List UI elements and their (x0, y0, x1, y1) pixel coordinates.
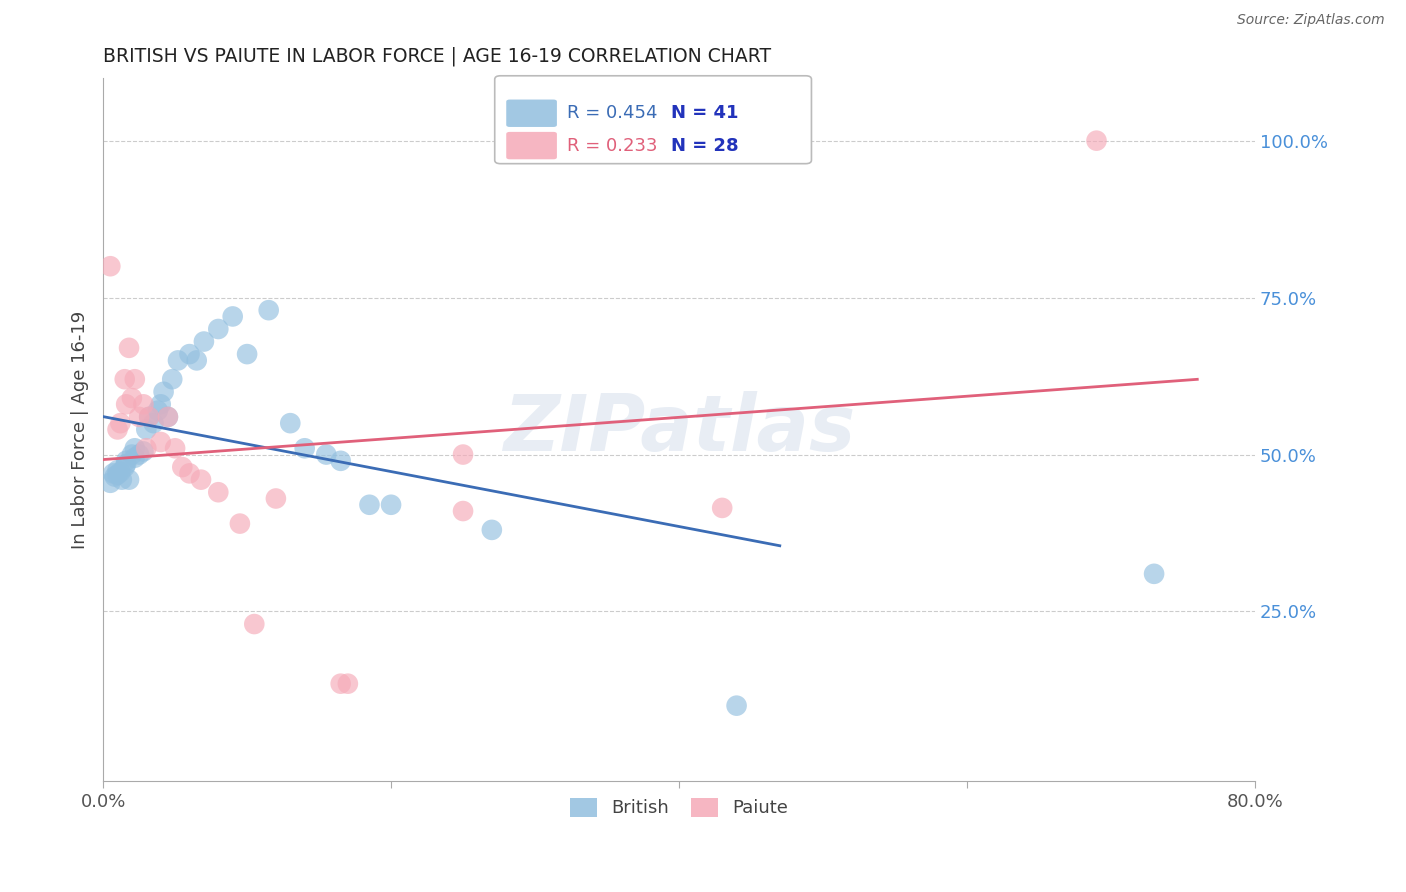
Point (107, 467, 129, 482)
Point (190, 473, 212, 487)
Point (257, 303, 280, 318)
Point (107, 422, 129, 436)
Point (132, 444, 155, 458)
Point (329, 676, 352, 690)
Point (207, 485, 229, 500)
Point (380, 498, 402, 512)
Point (118, 473, 141, 487)
Text: N = 41: N = 41 (671, 104, 738, 122)
Point (229, 516, 252, 531)
Point (193, 334, 215, 349)
Point (115, 454, 138, 468)
Point (110, 465, 132, 479)
Point (179, 347, 201, 361)
Point (156, 409, 179, 424)
Point (124, 442, 146, 456)
Point (115, 397, 138, 411)
Legend: British, Paiute: British, Paiute (562, 791, 796, 825)
FancyBboxPatch shape (506, 100, 557, 127)
Point (359, 498, 381, 512)
Point (264, 491, 287, 506)
Point (336, 676, 359, 690)
Point (167, 353, 190, 368)
Point (103, 467, 125, 481)
Y-axis label: In Labor Force | Age 16-19: In Labor Force | Age 16-19 (72, 310, 89, 549)
Text: R = 0.454: R = 0.454 (567, 104, 658, 122)
Point (165, 442, 187, 456)
Point (152, 384, 174, 399)
Point (149, 397, 172, 411)
Point (278, 416, 301, 430)
Point (118, 341, 141, 355)
Point (121, 391, 143, 405)
Point (114, 460, 136, 475)
Point (222, 310, 245, 324)
Point (236, 347, 259, 361)
Text: N = 28: N = 28 (671, 136, 738, 154)
Point (207, 322, 229, 336)
Point (1143, 566, 1166, 581)
Point (104, 469, 127, 483)
Text: R = 0.233: R = 0.233 (567, 136, 658, 154)
Point (451, 448, 474, 462)
Point (142, 416, 165, 430)
Point (132, 397, 155, 411)
FancyBboxPatch shape (495, 76, 811, 163)
Point (111, 473, 134, 487)
Point (1085, 134, 1108, 148)
Point (186, 353, 208, 368)
Point (149, 435, 172, 450)
Point (294, 442, 316, 456)
Point (329, 454, 352, 468)
Point (121, 448, 143, 462)
Point (135, 422, 157, 436)
Point (179, 467, 201, 481)
Point (243, 617, 266, 632)
Point (711, 500, 734, 515)
Point (146, 403, 169, 417)
Point (98, 475, 121, 490)
Point (135, 442, 157, 456)
Point (160, 372, 183, 386)
Point (110, 416, 132, 430)
Point (138, 409, 160, 424)
Text: BRITISH VS PAIUTE IN LABOR FORCE | AGE 16-19 CORRELATION CHART: BRITISH VS PAIUTE IN LABOR FORCE | AGE 1… (103, 46, 772, 66)
Point (128, 448, 150, 462)
Point (156, 409, 179, 424)
FancyBboxPatch shape (506, 132, 557, 160)
Point (98, 259, 121, 273)
Point (315, 448, 337, 462)
Text: Source: ZipAtlas.com: Source: ZipAtlas.com (1237, 13, 1385, 28)
Text: ZIPatlas: ZIPatlas (503, 392, 855, 467)
Point (115, 457, 138, 471)
Point (114, 372, 136, 386)
Point (128, 409, 150, 424)
Point (481, 523, 503, 537)
Point (124, 372, 146, 386)
Point (451, 504, 474, 518)
Point (725, 698, 748, 713)
Point (138, 409, 160, 424)
Point (124, 450, 146, 465)
Point (107, 463, 129, 477)
Point (172, 460, 194, 475)
